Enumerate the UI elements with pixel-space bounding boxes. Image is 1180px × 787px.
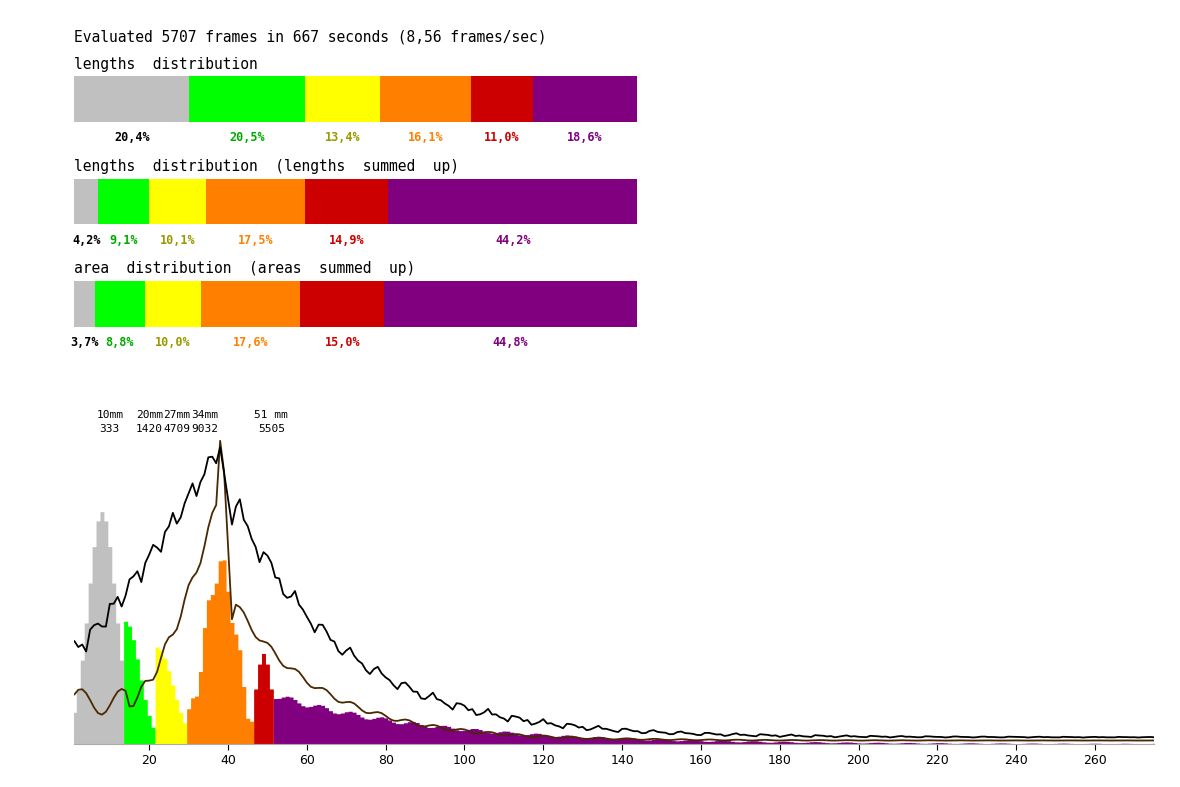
Text: 3,7%: 3,7% — [71, 336, 99, 349]
Text: 5505: 5505 — [258, 424, 284, 434]
Bar — [149, 179, 206, 224]
Bar — [300, 281, 385, 327]
Bar — [74, 281, 96, 327]
Text: 9,1%: 9,1% — [110, 234, 138, 247]
Bar — [201, 281, 300, 327]
Text: 44,2%: 44,2% — [494, 234, 531, 247]
Text: 15,0%: 15,0% — [324, 336, 360, 349]
Text: 20,5%: 20,5% — [229, 131, 264, 145]
Text: 9032: 9032 — [191, 424, 218, 434]
Bar — [385, 281, 637, 327]
Bar — [74, 179, 98, 224]
Text: 20,4%: 20,4% — [114, 131, 150, 145]
Text: 13,4%: 13,4% — [324, 131, 360, 145]
Text: 10mm: 10mm — [97, 410, 123, 420]
Text: 10,0%: 10,0% — [155, 336, 191, 349]
Bar — [532, 76, 637, 122]
Text: lengths  distribution  (lengths  summed  up): lengths distribution (lengths summed up) — [74, 159, 459, 174]
Text: 1420: 1420 — [136, 424, 163, 434]
Text: Evaluated 5707 frames in 667 seconds (8,56 frames/sec): Evaluated 5707 frames in 667 seconds (8,… — [74, 30, 546, 45]
Bar — [304, 179, 388, 224]
Text: 27mm: 27mm — [163, 410, 190, 420]
Bar — [74, 76, 189, 122]
Text: 44,8%: 44,8% — [493, 336, 529, 349]
Bar — [304, 76, 380, 122]
Bar — [380, 76, 471, 122]
Bar — [471, 76, 532, 122]
Text: 4709: 4709 — [163, 424, 190, 434]
Text: 17,5%: 17,5% — [237, 234, 273, 247]
Text: 14,9%: 14,9% — [329, 234, 365, 247]
Bar — [145, 281, 201, 327]
Text: 17,6%: 17,6% — [232, 336, 268, 349]
Bar — [189, 76, 304, 122]
Bar — [98, 179, 149, 224]
Text: area  distribution  (areas  summed  up): area distribution (areas summed up) — [74, 261, 415, 276]
Text: 16,1%: 16,1% — [407, 131, 444, 145]
Text: 34mm: 34mm — [191, 410, 218, 420]
Bar — [206, 179, 304, 224]
Text: 11,0%: 11,0% — [484, 131, 519, 145]
Text: lengths  distribution: lengths distribution — [74, 57, 258, 72]
Bar — [96, 281, 145, 327]
Text: 20mm: 20mm — [136, 410, 163, 420]
Text: 4,2%: 4,2% — [72, 234, 100, 247]
Text: 333: 333 — [99, 424, 120, 434]
Text: 8,8%: 8,8% — [106, 336, 135, 349]
Text: 18,6%: 18,6% — [568, 131, 603, 145]
Text: 51 mm: 51 mm — [255, 410, 288, 420]
Text: 10,1%: 10,1% — [159, 234, 196, 247]
Bar — [388, 179, 637, 224]
